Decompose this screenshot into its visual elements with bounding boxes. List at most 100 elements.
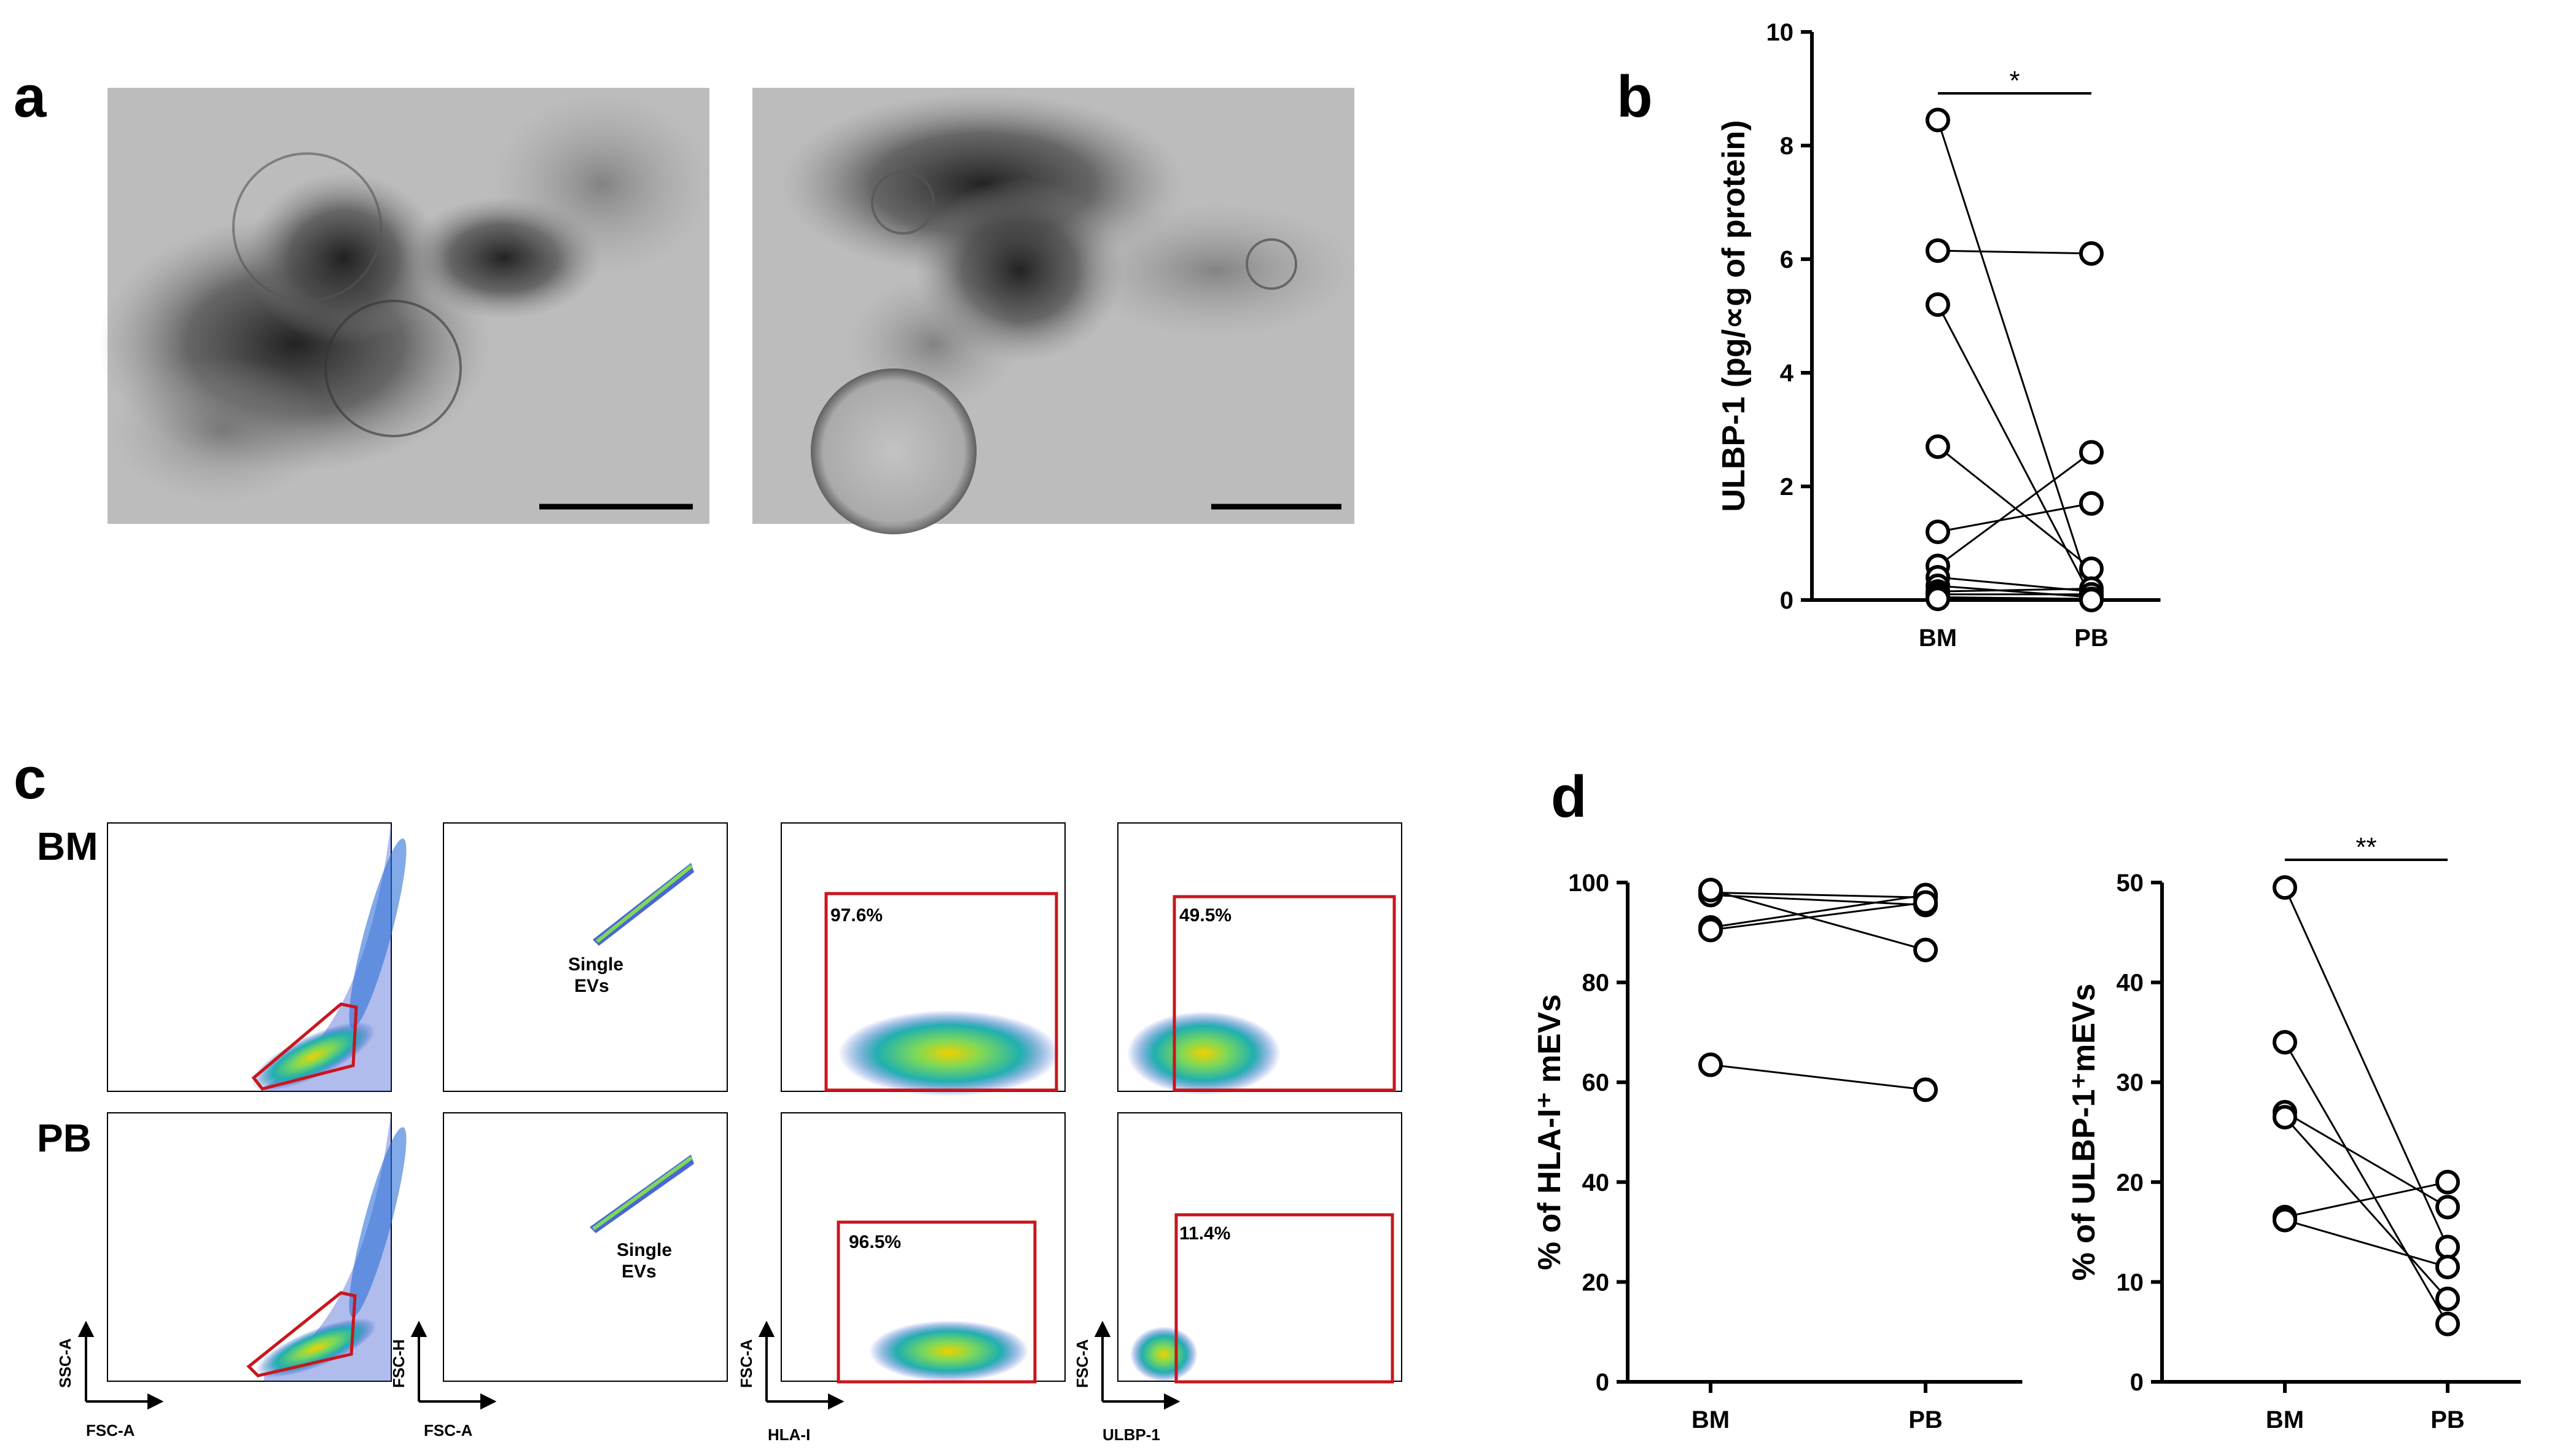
b-pair-line xyxy=(1937,598,2092,601)
d2-pair-line xyxy=(2284,1219,2448,1268)
b-ytick-label: 8 xyxy=(1780,133,1793,160)
b-point-bm xyxy=(1926,520,1950,544)
d2-ytick-label: 0 xyxy=(2130,1369,2144,1396)
axis-ulbp-1: ULBP-1 xyxy=(1103,1425,1160,1444)
b-xtick-label-bm: BM xyxy=(1919,625,1957,652)
b-point-pb xyxy=(2079,241,2104,266)
b-pair-line xyxy=(1937,588,2092,593)
b-pair-line xyxy=(1937,119,2093,595)
d1-point-pb xyxy=(1913,1077,1938,1102)
single-evs-bm-line2: EVs xyxy=(574,976,609,996)
d2-xtick-label-bm: BM xyxy=(2266,1406,2304,1433)
b-point-bm xyxy=(1926,238,1950,263)
d2-point-pb xyxy=(2435,1169,2460,1195)
panel-label-d: d xyxy=(1551,764,1587,830)
panel-label-a: a xyxy=(14,64,47,130)
d2-ytick-label: 30 xyxy=(2117,1069,2144,1096)
d1-y-label: % of HLA-I⁺ mEVs xyxy=(1532,994,1567,1270)
b-ytick-label: 2 xyxy=(1780,474,1793,501)
d1-pair-line xyxy=(1710,894,1926,906)
d2-ytick-label: 10 xyxy=(2117,1269,2144,1296)
row-label-bm: BM xyxy=(37,824,98,868)
b-ytick-label: 10 xyxy=(1766,19,1794,46)
d2-pair-line xyxy=(2284,1111,2448,1208)
b-point-bm xyxy=(1926,434,1950,459)
single-evs-pb-line2: EVs xyxy=(622,1261,657,1282)
chart-d1: 0 20 40 60 80 100 BM PB % of HLA-I⁺ mEVs xyxy=(1532,870,2023,1433)
panel-label-b: b xyxy=(1617,64,1653,130)
b-point-bm xyxy=(1926,292,1950,317)
d1-pair-line xyxy=(1710,889,1926,951)
chart-b: 0 2 4 6 8 10 BM PB ULBP-1 (pg/∝g of protein) * xyxy=(1716,19,2161,652)
d1-ytick-label: 80 xyxy=(1582,970,1610,997)
chart-d2: 0 10 20 30 40 50 BM PB % of ULBP-1⁺mEVs ** xyxy=(2066,832,2521,1433)
b-pair-line xyxy=(1937,596,2092,600)
d1-pair-line xyxy=(1710,1064,1926,1091)
flow-density-singlets xyxy=(590,863,694,1233)
d1-ytick-label: 100 xyxy=(1568,870,1609,897)
d1-xtick-label-bm: BM xyxy=(1692,1406,1730,1433)
d2-point-bm xyxy=(2273,1105,2297,1130)
b-pair-line xyxy=(1937,502,2092,533)
d2-point-bm xyxy=(2273,1207,2297,1233)
axis-hla-i: HLA-I xyxy=(768,1425,810,1444)
d1-ytick-label: 40 xyxy=(1582,1169,1610,1196)
d2-sig-label: ** xyxy=(2355,832,2376,862)
d2-point-pb xyxy=(2435,1311,2460,1336)
d2-point-pb xyxy=(2435,1195,2460,1220)
axis-fsc-a-3: FSC-A xyxy=(737,1339,755,1388)
d2-point-pb xyxy=(2435,1255,2460,1280)
d1-point-pb xyxy=(1913,890,1938,915)
b-pair-line xyxy=(1937,585,2092,598)
single-evs-bm-line1: Single xyxy=(568,954,623,975)
flow-density-hla xyxy=(838,1010,1060,1382)
b-ytick-label: 4 xyxy=(1780,360,1794,387)
flow-gates xyxy=(246,892,1396,1384)
b-pair-line xyxy=(1937,446,2092,570)
d1-point-bm xyxy=(1698,918,1723,943)
d2-ytick-label: 40 xyxy=(2117,970,2144,997)
b-point-pb xyxy=(2079,556,2104,582)
d2-pair-line xyxy=(2284,1042,2449,1325)
d1-ytick-label: 20 xyxy=(1582,1269,1610,1296)
b-ytick-label: 0 xyxy=(1780,587,1793,614)
bm-ulbp-percent: 49.5% xyxy=(1179,905,1231,926)
bm-hla-percent: 97.6% xyxy=(830,905,883,926)
axis-fsc-a-2: FSC-A xyxy=(424,1421,473,1440)
b-point-pb xyxy=(2079,588,2104,612)
flow-density-pb-fsc-ssc xyxy=(256,1113,407,1381)
b-y-label: ULBP-1 (pg/∝g of protein) xyxy=(1716,120,1752,512)
d1-pair-line xyxy=(1710,894,1926,929)
em-image-right xyxy=(752,88,1357,534)
d1-point-bm xyxy=(1698,1052,1723,1077)
flow-density-ulbp xyxy=(1127,1011,1281,1382)
b-xtick-label-pb: PB xyxy=(2074,625,2109,652)
em-image-left xyxy=(98,88,712,524)
d2-point-bm xyxy=(2273,1030,2297,1055)
b-pair-line xyxy=(1937,451,2092,567)
b-pair-line xyxy=(1937,304,2093,598)
row-label-pb: PB xyxy=(37,1116,92,1160)
flow-axis-arrows xyxy=(77,1320,1181,1410)
d2-ytick-label: 20 xyxy=(2117,1169,2144,1196)
flow-density-bm-fsc-ssc xyxy=(251,823,407,1091)
d2-y-label: % of ULBP-1⁺mEVs xyxy=(2066,984,2102,1281)
b-point-pb xyxy=(2079,440,2104,465)
axis-fsc-h: FSC-H xyxy=(389,1339,408,1388)
b-sig-label: * xyxy=(2009,66,2020,96)
d2-point-pb xyxy=(2435,1234,2460,1260)
d1-pair-line xyxy=(1710,902,1926,931)
d1-ytick-label: 60 xyxy=(1582,1069,1610,1096)
b-ytick-label: 6 xyxy=(1780,246,1793,273)
axis-ssc-a: SSC-A xyxy=(56,1338,74,1388)
d2-pair-line xyxy=(2284,1117,2449,1300)
pb-hla-percent: 96.5% xyxy=(849,1232,901,1252)
b-point-bm xyxy=(1926,587,1950,612)
d1-xtick-label-pb: PB xyxy=(1908,1406,1943,1433)
axis-fsc-a-4: FSC-A xyxy=(1073,1339,1091,1388)
b-pair-line xyxy=(1937,249,2092,255)
d2-pair-line xyxy=(2284,1181,2448,1218)
d2-ytick-label: 50 xyxy=(2117,870,2144,897)
d2-xtick-label-pb: PB xyxy=(2430,1406,2465,1433)
